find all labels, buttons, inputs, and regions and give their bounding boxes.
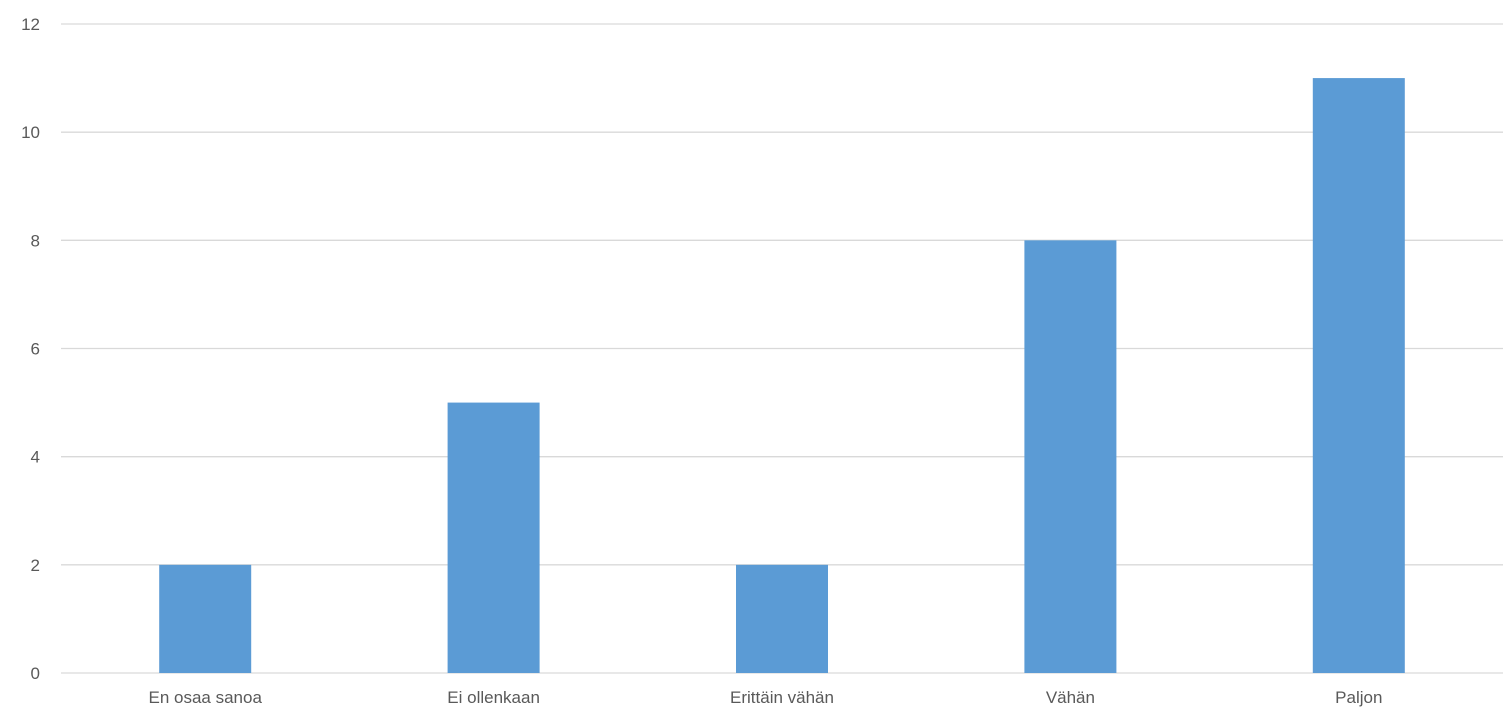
- x-category-label: En osaa sanoa: [148, 688, 262, 707]
- bars: [159, 78, 1405, 674]
- y-tick-label: 8: [31, 231, 40, 250]
- x-category-label: Erittäin vähän: [730, 688, 834, 707]
- y-tick-label: 0: [31, 664, 40, 683]
- bar-1: [447, 402, 540, 673]
- bar-2: [736, 564, 828, 673]
- bar-4: [1312, 78, 1405, 674]
- y-tick-label: 10: [21, 123, 40, 142]
- gridlines: [61, 23, 1503, 674]
- bar-0: [159, 564, 252, 673]
- x-axis-labels: En osaa sanoa Ei ollenkaan Erittäin vähän V…: [148, 688, 1382, 707]
- bar-3: [1024, 240, 1117, 674]
- x-category-label: Ei ollenkaan: [447, 688, 540, 707]
- y-tick-label: 6: [31, 340, 40, 359]
- x-category-label: Vähän: [1046, 688, 1095, 707]
- y-tick-label: 4: [31, 448, 40, 467]
- y-tick-label: 2: [31, 556, 40, 575]
- y-tick-label: 12: [21, 15, 40, 34]
- y-axis-ticks: 0 2 4 6 8 10 12: [21, 15, 40, 683]
- x-category-label: Paljon: [1335, 688, 1382, 707]
